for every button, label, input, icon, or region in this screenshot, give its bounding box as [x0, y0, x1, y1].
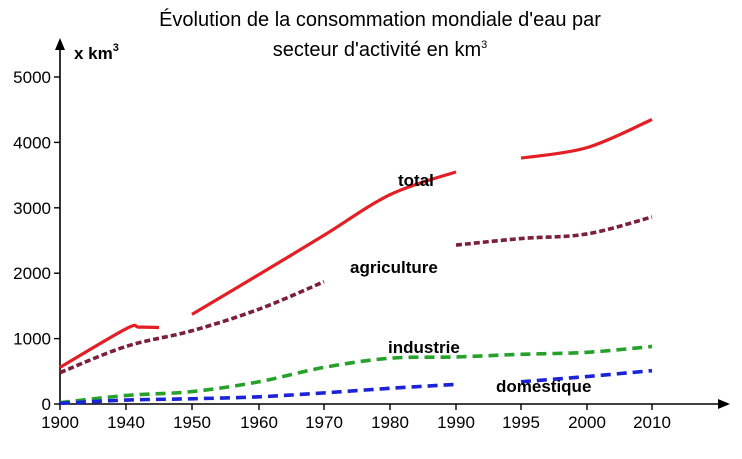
series-line-agriculture-1 — [455, 215, 653, 247]
y-tick-label-0: 0 — [42, 395, 51, 414]
x-tick-labels: 1900 1940 1950 1960 1970 1980 1990 1995 2000 2010 — [41, 413, 671, 432]
series-label-total: total — [398, 171, 434, 190]
y-tick-label-2000: 2000 — [13, 264, 51, 283]
x-tick-label-1950: 1950 — [173, 413, 211, 432]
series-line-total-0 — [59, 323, 160, 369]
x-tick-label-1990: 1990 — [437, 413, 475, 432]
series-line-total-2 — [520, 118, 653, 160]
x-tick-label-2010: 2010 — [633, 413, 671, 432]
x-tick-label-1960: 1960 — [240, 413, 278, 432]
y-tick-label-3000: 3000 — [13, 199, 51, 218]
series-label-domestique: domestique — [496, 377, 591, 396]
y-tick-labels: 0 1000 2000 3000 4000 5000 — [13, 68, 51, 414]
series-line-domestique-1 — [520, 368, 653, 384]
x-axis-arrow-icon — [718, 399, 730, 409]
x-tick-label-1900: 1900 — [41, 413, 79, 432]
x-tick-label-1970: 1970 — [305, 413, 343, 432]
x-tick-label-2000: 2000 — [568, 413, 606, 432]
chart-title-line2: secteur d'activité en km3 — [272, 39, 488, 61]
y-tick-label-4000: 4000 — [13, 133, 51, 152]
series-line-domestique-0 — [59, 382, 457, 406]
series-labels: total agriculture industrie domestique — [350, 171, 591, 396]
series-lines — [59, 118, 653, 406]
x-tick-label-1995: 1995 — [502, 413, 540, 432]
y-tick-label-1000: 1000 — [13, 330, 51, 349]
series-label-industrie: industrie — [388, 338, 460, 357]
series-line-industrie-0 — [59, 344, 653, 405]
y-tick-label-5000: 5000 — [13, 68, 51, 87]
x-tick-label-1940: 1940 — [107, 413, 145, 432]
series-label-agriculture: agriculture — [350, 258, 438, 277]
series-line-agriculture-0 — [59, 280, 325, 375]
y-axis-arrow-icon — [55, 38, 65, 50]
x-tick-label-1980: 1980 — [371, 413, 409, 432]
series-line-total-1 — [191, 170, 457, 316]
y-axis-unit-label: x km3 — [74, 42, 119, 63]
axes — [54, 38, 730, 410]
chart-title-line1: Évolution de la consommation mondiale d'… — [159, 9, 601, 31]
